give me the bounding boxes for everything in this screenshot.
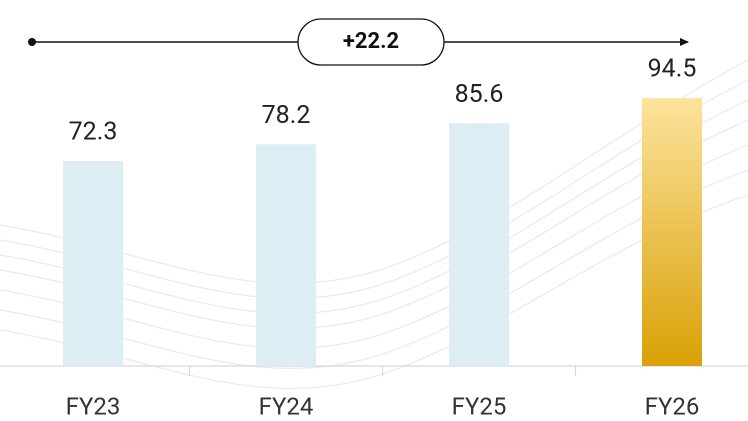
value-label: 78.2 (262, 101, 311, 130)
value-label: 94.5 (648, 55, 697, 84)
background-pattern (0, 59, 748, 389)
x-tick-label: FY24 (259, 392, 314, 420)
annotation: +22.2 (343, 29, 399, 54)
annotation-pill (297, 18, 445, 66)
bar (449, 123, 509, 367)
bar (63, 160, 123, 366)
bar (642, 98, 702, 366)
x-tick-label: FY23 (66, 392, 121, 420)
value-label: 72.3 (69, 118, 118, 147)
bar (256, 144, 316, 366)
x-tick-label: FY25 (452, 392, 507, 420)
x-tick-label: FY26 (645, 392, 700, 420)
arrow-start-dot (28, 38, 36, 46)
value-label: 85.6 (455, 80, 504, 109)
